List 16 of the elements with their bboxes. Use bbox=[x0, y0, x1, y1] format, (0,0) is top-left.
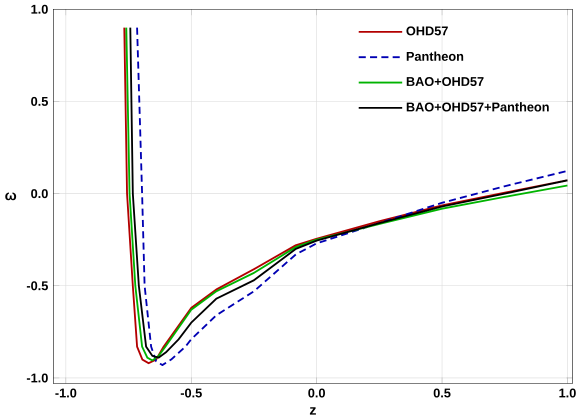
y-tick-label: -0.5 bbox=[26, 281, 48, 290]
x-axis-title: z bbox=[310, 407, 316, 414]
legend-label: BAO+OHD57 bbox=[406, 76, 484, 86]
y-tick-label: -1.0 bbox=[26, 373, 48, 382]
y-tick-label: 0.0 bbox=[31, 188, 48, 198]
y-tick-label: 0.5 bbox=[31, 96, 48, 106]
legend-label: Pantheon bbox=[406, 51, 464, 61]
legend-label: OHD57 bbox=[406, 26, 448, 36]
x-tick-label: -1.0 bbox=[55, 388, 76, 398]
x-tick-label: -0.5 bbox=[180, 388, 202, 398]
legend-label: BAO+OHD57+Pantheon bbox=[406, 102, 549, 112]
x-tick-label: 1.0 bbox=[559, 388, 576, 398]
x-tick-label: 0.0 bbox=[308, 388, 325, 398]
y-tick-label: 1.0 bbox=[31, 4, 48, 14]
y-axis-title: ω bbox=[5, 192, 16, 200]
x-tick-label: 0.5 bbox=[434, 388, 451, 398]
